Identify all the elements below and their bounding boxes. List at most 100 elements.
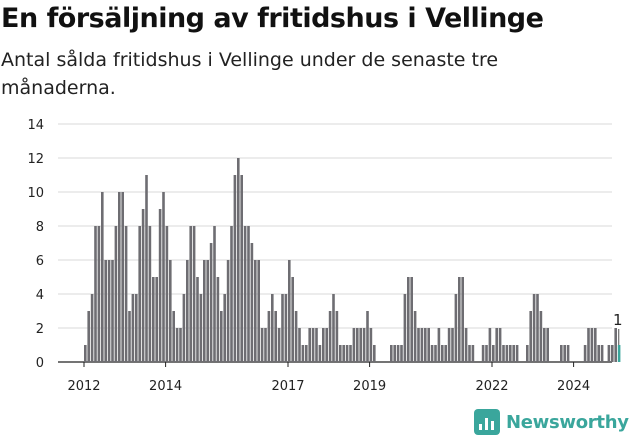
bar (407, 277, 410, 362)
bar (311, 328, 315, 362)
bar (94, 226, 97, 362)
bar (560, 345, 563, 362)
annotations: 1 (613, 311, 623, 345)
bar (213, 226, 216, 362)
bar (104, 260, 107, 362)
bar (502, 345, 505, 362)
bar (349, 345, 352, 362)
bar (396, 345, 400, 362)
bar (403, 294, 407, 362)
bar (362, 328, 366, 362)
bar (495, 328, 498, 362)
bar (237, 158, 240, 362)
x-tick-label: 2019 (353, 379, 386, 394)
bar (345, 345, 349, 362)
bar (124, 226, 128, 362)
bar (447, 328, 451, 362)
bar (410, 277, 413, 362)
bar (458, 277, 461, 362)
bar (607, 345, 611, 362)
bar (420, 328, 424, 362)
bar (233, 175, 237, 362)
bar (413, 311, 417, 362)
bar (84, 345, 87, 362)
bar (135, 294, 138, 362)
bar (209, 243, 213, 362)
bar (203, 260, 206, 362)
bar (356, 328, 359, 362)
bar (216, 277, 220, 362)
bar (179, 328, 182, 362)
bar (264, 328, 267, 362)
bar (186, 260, 189, 362)
newsworthy-logo: Newsworthy (474, 406, 629, 438)
x-axis-ticks: 2012 2014 2017 2019 2022 2024 (67, 362, 590, 394)
bar (454, 294, 458, 362)
bar (611, 345, 614, 362)
bar (529, 311, 532, 362)
y-tick-label: 6 (36, 254, 44, 269)
newsworthy-logo-icon (474, 409, 500, 435)
x-tick-label: 2022 (475, 379, 508, 394)
highlight-bar (617, 345, 621, 362)
bar (192, 226, 196, 362)
bar (427, 328, 430, 362)
bar (243, 226, 247, 362)
bar (131, 294, 135, 362)
bar (488, 328, 492, 362)
bar (461, 277, 464, 362)
bar (566, 345, 570, 362)
bar (199, 294, 203, 362)
bar (498, 328, 502, 362)
bar (526, 345, 529, 362)
bar (594, 328, 597, 362)
bar (359, 328, 362, 362)
bar (182, 294, 186, 362)
bar (539, 311, 543, 362)
bar (390, 345, 393, 362)
bar (536, 294, 539, 362)
bar (471, 345, 475, 362)
bar (590, 328, 594, 362)
bar (543, 328, 546, 362)
bar (101, 192, 104, 362)
bar (240, 175, 243, 362)
bar (294, 311, 298, 362)
bar (342, 345, 345, 362)
bar (121, 192, 124, 362)
gridlines (58, 123, 612, 363)
y-tick-label: 4 (36, 288, 44, 303)
bar (138, 226, 141, 362)
bar (481, 345, 485, 362)
bar (274, 311, 277, 362)
bar (301, 345, 305, 362)
bar (597, 345, 600, 362)
bar (308, 328, 311, 362)
bar (90, 294, 94, 362)
bar (339, 345, 342, 362)
bars (84, 158, 621, 362)
bar (366, 311, 369, 362)
bar (305, 345, 308, 362)
bar (600, 345, 604, 362)
y-tick-label: 14 (27, 118, 44, 133)
y-tick-label: 0 (36, 356, 44, 371)
brand-name: Newsworthy (506, 411, 629, 433)
bar (223, 294, 226, 362)
bar (281, 294, 284, 362)
bar (155, 277, 158, 362)
bar (158, 209, 162, 362)
chart-subtitle: Antal sålda fritidshus i Vellinge under … (1, 49, 499, 99)
bar (165, 226, 169, 362)
bar (169, 260, 172, 362)
bar (468, 345, 471, 362)
bar (400, 345, 403, 362)
bar (332, 294, 335, 362)
bar (492, 345, 495, 362)
bar (464, 328, 468, 362)
bar (291, 277, 294, 362)
bar (417, 328, 420, 362)
x-tick-label: 2024 (557, 379, 590, 394)
bar (141, 209, 145, 362)
